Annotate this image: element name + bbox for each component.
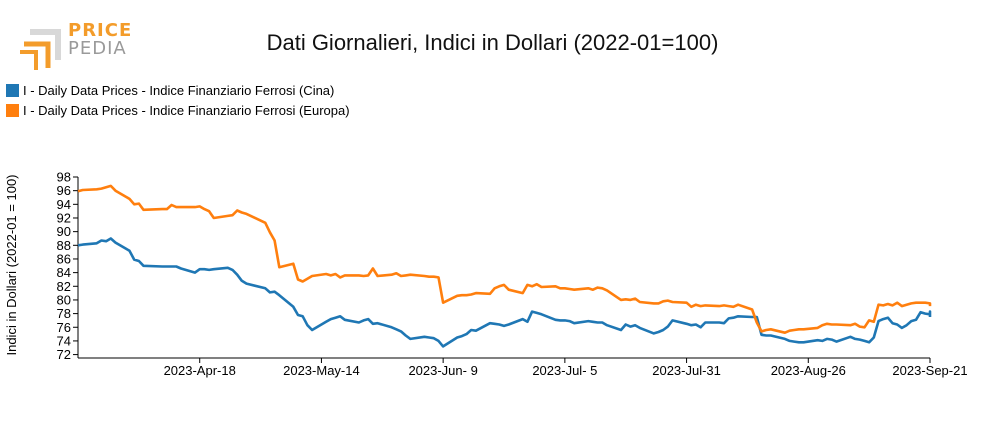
- y-tick-label: 96: [57, 183, 71, 198]
- y-tick: 86: [57, 251, 78, 266]
- y-tick-label: 84: [57, 265, 71, 280]
- y-tick-label: 90: [57, 224, 71, 239]
- x-tick: 2023-Sep-21: [892, 358, 968, 378]
- pricepedia-logo-mark: [20, 29, 61, 70]
- y-tick: 88: [57, 238, 78, 253]
- x-axis: 2023-Apr-18 2023-May-14 2023-Jun- 9 2023-Ju…: [78, 357, 968, 378]
- x-tick: 2023-Jun- 9: [408, 358, 478, 378]
- x-tick: 2023-Aug-26: [771, 358, 846, 378]
- legend-swatch-cina: [6, 83, 19, 97]
- y-tick: 78: [57, 306, 78, 321]
- x-tick-label: 2023-Aug-26: [771, 363, 846, 378]
- series-line-europa: [77, 184, 932, 334]
- legend-item-cina[interactable]: I - Daily Data Prices - Indice Finanziar…: [6, 80, 350, 100]
- x-tick-label: 2023-Apr-18: [164, 363, 236, 378]
- series-group: [77, 184, 932, 348]
- x-tick: 2023-Jul-31: [652, 358, 721, 378]
- y-tick-label: 88: [57, 238, 71, 253]
- y-tick-label: 98: [57, 170, 71, 185]
- y-tick: 98: [57, 170, 78, 185]
- y-axis-label: Indici in Dollari (2022-01 = 100): [4, 174, 19, 355]
- y-tick: 84: [57, 265, 78, 280]
- y-tick: 82: [57, 279, 78, 294]
- y-tick-label: 80: [57, 292, 71, 307]
- x-tick-label: 2023-Sep-21: [892, 363, 967, 378]
- legend-label-europa: I - Daily Data Prices - Indice Finanziar…: [23, 102, 350, 118]
- x-tick-label: 2023-May-14: [283, 363, 360, 378]
- y-tick: 92: [57, 210, 78, 225]
- series-line-cina: [77, 237, 932, 348]
- y-tick: 90: [57, 224, 78, 239]
- pricepedia-logo: PRICE PEDIA: [18, 22, 131, 72]
- y-tick-label: 94: [57, 197, 71, 212]
- y-tick: 96: [57, 183, 78, 198]
- legend-swatch-europa: [6, 103, 19, 117]
- y-tick: 76: [57, 320, 78, 335]
- y-tick-label: 92: [57, 210, 71, 225]
- y-tick-label: 76: [57, 320, 71, 335]
- y-tick: 74: [57, 333, 78, 348]
- y-tick: 94: [57, 197, 78, 212]
- chart-title: Dati Giornalieri, Indici in Dollari (202…: [266, 30, 719, 55]
- logo-line2: PEDIA: [68, 38, 127, 59]
- y-tick-label: 74: [57, 333, 71, 348]
- legend-item-europa[interactable]: I - Daily Data Prices - Indice Finanziar…: [6, 100, 350, 120]
- x-tick: 2023-May-14: [283, 358, 360, 378]
- y-tick: 72: [57, 347, 78, 362]
- x-tick: 2023-Apr-18: [164, 358, 236, 378]
- y-tick-label: 72: [57, 347, 71, 362]
- x-tick-label: 2023-Jun- 9: [408, 363, 477, 378]
- x-tick-label: 2023-Jul- 5: [532, 363, 597, 378]
- y-tick-label: 82: [57, 279, 71, 294]
- logo-line1: PRICE: [68, 20, 133, 41]
- legend-label-cina: I - Daily Data Prices - Indice Finanziar…: [23, 82, 335, 98]
- y-tick-label: 78: [57, 306, 71, 321]
- y-tick-label: 86: [57, 251, 71, 266]
- x-tick: 2023-Jul- 5: [532, 358, 597, 378]
- y-tick: 80: [57, 292, 78, 307]
- logo-text: PRICE PEDIA: [68, 22, 132, 58]
- legend: I - Daily Data Prices - Indice Finanziar…: [6, 80, 350, 120]
- x-tick-label: 2023-Jul-31: [652, 363, 721, 378]
